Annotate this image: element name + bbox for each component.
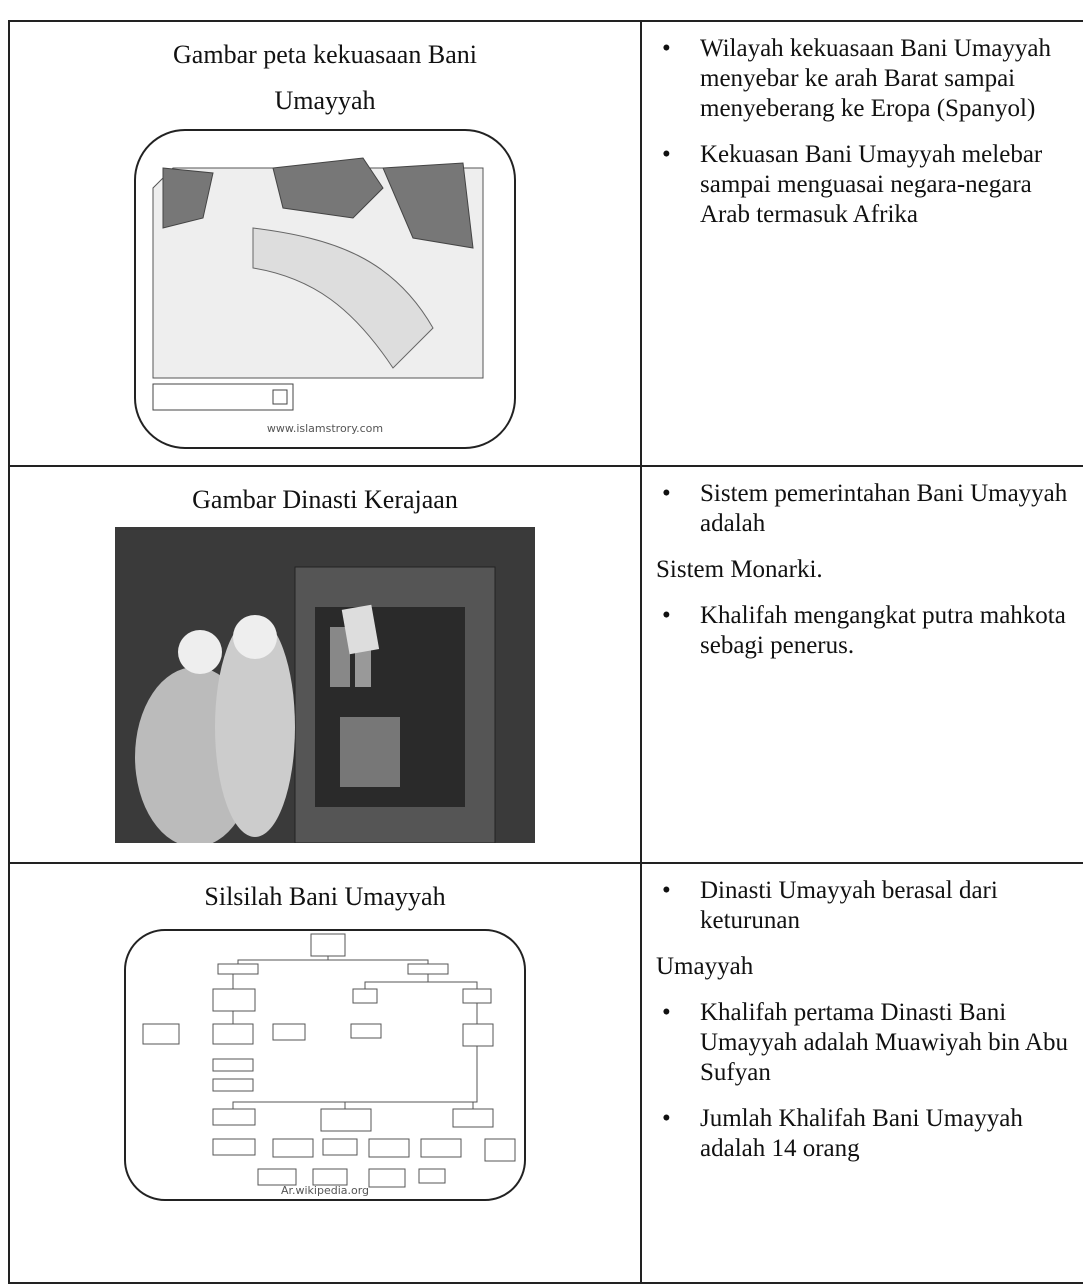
image-cell: Silsilah Bani Umayyah — [8, 862, 642, 1284]
paragraph: Sistem Monarki. — [656, 556, 823, 583]
table-row: Silsilah Bani Umayyah — [8, 862, 1083, 1284]
family-tree-image: Ar.wikipedia.org — [124, 929, 526, 1201]
bullet-point: Khalifah pertama Dinasti Bani Umayyah ad… — [656, 998, 1082, 1088]
table-row: Gambar Dinasti Kerajaan Sistem pemerinta… — [8, 465, 1083, 864]
cell-title: Silsilah Bani Umayyah — [204, 882, 446, 911]
points-cell: Wilayah kekuasaan Bani Umayyah menyebar … — [640, 20, 1083, 467]
image-caption: Ar.wikipedia.org — [281, 1184, 369, 1197]
cell-title: Gambar Dinasti Kerajaan — [192, 485, 458, 514]
bullet-point: Wilayah kekuasaan Bani Umayyah menyebar … — [656, 34, 1082, 124]
table-row: Gambar peta kekuasaan Bani Umayyah www.i… — [8, 20, 1083, 467]
points-cell: Sistem pemerintahan Bani Umayyah adalah S… — [640, 465, 1083, 864]
cell-title: Gambar peta kekuasaan Bani Umayyah — [173, 40, 477, 115]
bullet-point: Kekuasan Bani Umayyah melebar sampai men… — [656, 140, 1082, 230]
bullet-point: Jumlah Khalifah Bani Umayyah adalah 14 o… — [656, 1104, 1082, 1164]
bullet-point: Dinasti Umayyah berasal dari keturunan — [656, 876, 1082, 936]
bullet-point: Sistem pemerintahan Bani Umayyah adalah — [656, 479, 1082, 539]
painting-image — [115, 527, 535, 843]
paragraph: Umayyah — [656, 953, 754, 980]
image-cell: Gambar peta kekuasaan Bani Umayyah www.i… — [8, 20, 642, 467]
image-caption: www.islamstrory.com — [267, 422, 383, 435]
bullet-point: Khalifah mengangkat putra mahkota sebagi… — [656, 601, 1082, 661]
content-table: Gambar peta kekuasaan Bani Umayyah www.i… — [8, 20, 1083, 1284]
image-cell: Gambar Dinasti Kerajaan — [8, 465, 642, 864]
points-cell: Dinasti Umayyah berasal dari keturunan Um… — [640, 862, 1083, 1284]
map-image: www.islamstrory.com — [134, 129, 516, 449]
